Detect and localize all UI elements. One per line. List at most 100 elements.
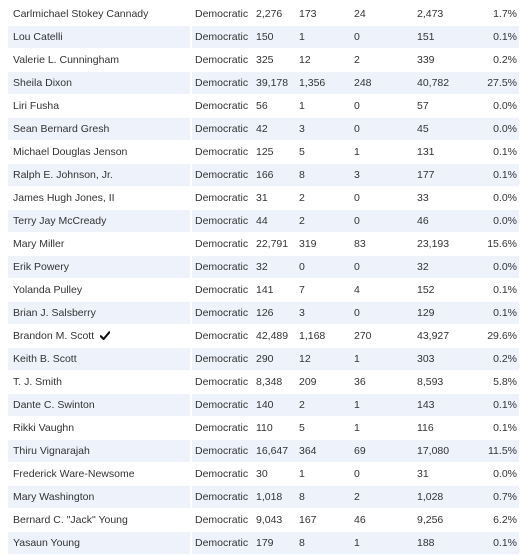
vote-count-3-cell: 0 xyxy=(354,95,417,118)
vote-total: 57 xyxy=(417,100,429,112)
table-row: Thiru Vignarajah Democratic 16,647 364 69 17,… xyxy=(8,440,519,463)
vote-count-2-cell: 1 xyxy=(299,463,354,486)
vote-count-1: 32 xyxy=(256,261,268,273)
vote-total-cell: 9,256 xyxy=(417,509,477,532)
candidate-party-cell: Democratic xyxy=(192,210,256,233)
vote-count-1: 1,018 xyxy=(256,491,283,503)
vote-total: 151 xyxy=(417,31,435,43)
vote-percent-cell: 0.1% xyxy=(477,279,519,302)
table-row: Lou Catelli Democratic 150 1 0 151 0.1% xyxy=(8,26,519,49)
candidate-name: Rikki Vaughn xyxy=(13,422,75,434)
vote-count-2-cell: 5 xyxy=(299,141,354,164)
candidate-party: Democratic xyxy=(195,146,249,158)
candidate-party-cell: Democratic xyxy=(192,118,256,141)
vote-count-3-cell: 0 xyxy=(354,118,417,141)
results-body: Carlmichael Stokey Cannady Democratic 2,27… xyxy=(8,3,519,555)
candidate-party: Democratic xyxy=(195,307,249,319)
candidate-name: Carlmichael Stokey Cannady xyxy=(13,8,149,20)
vote-percent-cell: 0.0% xyxy=(477,256,519,279)
vote-count-1: 110 xyxy=(256,422,273,434)
vote-count-3: 0 xyxy=(354,100,360,112)
candidate-party-cell: Democratic xyxy=(192,463,256,486)
vote-count-2: 1 xyxy=(299,468,305,480)
vote-count-2-cell: 7 xyxy=(299,279,354,302)
vote-percent-cell: 27.5% xyxy=(477,72,519,95)
candidate-name-cell: Lou Catelli xyxy=(8,26,192,49)
vote-total-cell: 40,782 xyxy=(417,72,477,95)
candidate-name: Brandon M. Scott xyxy=(13,330,95,342)
table-row: Keith B. Scott Democratic 290 12 1 303 0.2% xyxy=(8,348,519,371)
vote-count-3-cell: 0 xyxy=(354,463,417,486)
vote-count-1-cell: 166 xyxy=(256,164,299,187)
vote-count-1: 42,489 xyxy=(256,330,289,342)
candidate-party-cell: Democratic xyxy=(192,348,256,371)
vote-count-1-cell: 2,276 xyxy=(256,3,299,26)
vote-count-2-cell: 3 xyxy=(299,118,354,141)
vote-count-3: 0 xyxy=(354,468,360,480)
vote-count-1: 8,348 xyxy=(256,376,283,388)
vote-percent-cell: 0.7% xyxy=(477,486,519,509)
vote-percent-cell: 0.1% xyxy=(477,302,519,325)
candidate-party: Democratic xyxy=(195,376,249,388)
vote-count-2: 3 xyxy=(299,123,305,135)
candidate-name-cell: Yolanda Pulley xyxy=(8,279,192,302)
vote-count-3: 248 xyxy=(354,77,372,89)
candidate-name-cell: Sheila Dixon xyxy=(8,72,192,95)
vote-total-cell: 17,080 xyxy=(417,440,477,463)
vote-count-3: 0 xyxy=(354,192,360,204)
candidate-party-cell: Democratic xyxy=(192,72,256,95)
table-row: Brandon M. Scott Democratic 42,489 1,168 270… xyxy=(8,325,519,348)
vote-count-1: 31 xyxy=(256,192,268,204)
candidate-name: Mary Washington xyxy=(13,491,95,503)
vote-count-3: 0 xyxy=(354,123,360,135)
table-row: Sheila Dixon Democratic 39,178 1,356 248 40,7… xyxy=(8,72,519,95)
vote-count-1: 126 xyxy=(256,307,274,319)
vote-count-1: 179 xyxy=(256,537,274,549)
vote-total-cell: 143 xyxy=(417,394,477,417)
vote-total: 23,193 xyxy=(417,238,450,250)
vote-percent: 0.1% xyxy=(493,169,517,181)
vote-count-3: 3 xyxy=(354,169,360,181)
vote-count-2: 1 xyxy=(299,31,305,43)
vote-count-3: 4 xyxy=(354,284,360,296)
vote-count-3: 0 xyxy=(354,31,360,43)
candidate-name: Valerie L. Cunningham xyxy=(13,54,120,66)
candidate-party: Democratic xyxy=(195,100,249,112)
vote-count-3: 0 xyxy=(354,215,360,227)
vote-percent: 0.1% xyxy=(493,537,517,549)
vote-count-2: 1 xyxy=(299,100,305,112)
candidate-name: Liri Fusha xyxy=(13,100,60,112)
vote-count-1-cell: 30 xyxy=(256,463,299,486)
vote-count-3-cell: 1 xyxy=(354,417,417,440)
vote-total-cell: 45 xyxy=(417,118,477,141)
vote-count-1-cell: 31 xyxy=(256,187,299,210)
vote-count-3-cell: 1 xyxy=(354,532,417,555)
vote-percent-cell: 0.1% xyxy=(477,26,519,49)
candidate-party: Democratic xyxy=(195,353,249,365)
candidate-party-cell: Democratic xyxy=(192,532,256,555)
candidate-party-cell: Democratic xyxy=(192,440,256,463)
vote-count-2: 3 xyxy=(299,307,305,319)
candidate-party-cell: Democratic xyxy=(192,394,256,417)
candidate-party: Democratic xyxy=(195,422,249,434)
vote-percent: 0.0% xyxy=(493,261,517,273)
candidate-name: Terry Jay McCready xyxy=(13,215,107,227)
vote-count-3-cell: 0 xyxy=(354,210,417,233)
vote-total: 32 xyxy=(417,261,429,273)
vote-count-2: 12 xyxy=(299,54,311,66)
candidate-party: Democratic xyxy=(195,468,249,480)
vote-count-3: 0 xyxy=(354,307,360,319)
vote-count-3: 83 xyxy=(354,238,366,250)
vote-count-2: 173 xyxy=(299,8,317,20)
candidate-name-cell: Keith B. Scott xyxy=(8,348,192,371)
vote-percent: 0.2% xyxy=(493,54,517,66)
vote-count-2: 7 xyxy=(299,284,305,296)
vote-total: 129 xyxy=(417,307,435,319)
candidate-party: Democratic xyxy=(195,491,249,503)
table-row: Rikki Vaughn Democratic 110 5 1 116 0.1% xyxy=(8,417,519,440)
vote-count-1-cell: 16,647 xyxy=(256,440,299,463)
vote-percent-cell: 6.2% xyxy=(477,509,519,532)
vote-total: 188 xyxy=(417,537,435,549)
candidate-name: Erik Powery xyxy=(13,261,70,273)
vote-count-3-cell: 36 xyxy=(354,371,417,394)
